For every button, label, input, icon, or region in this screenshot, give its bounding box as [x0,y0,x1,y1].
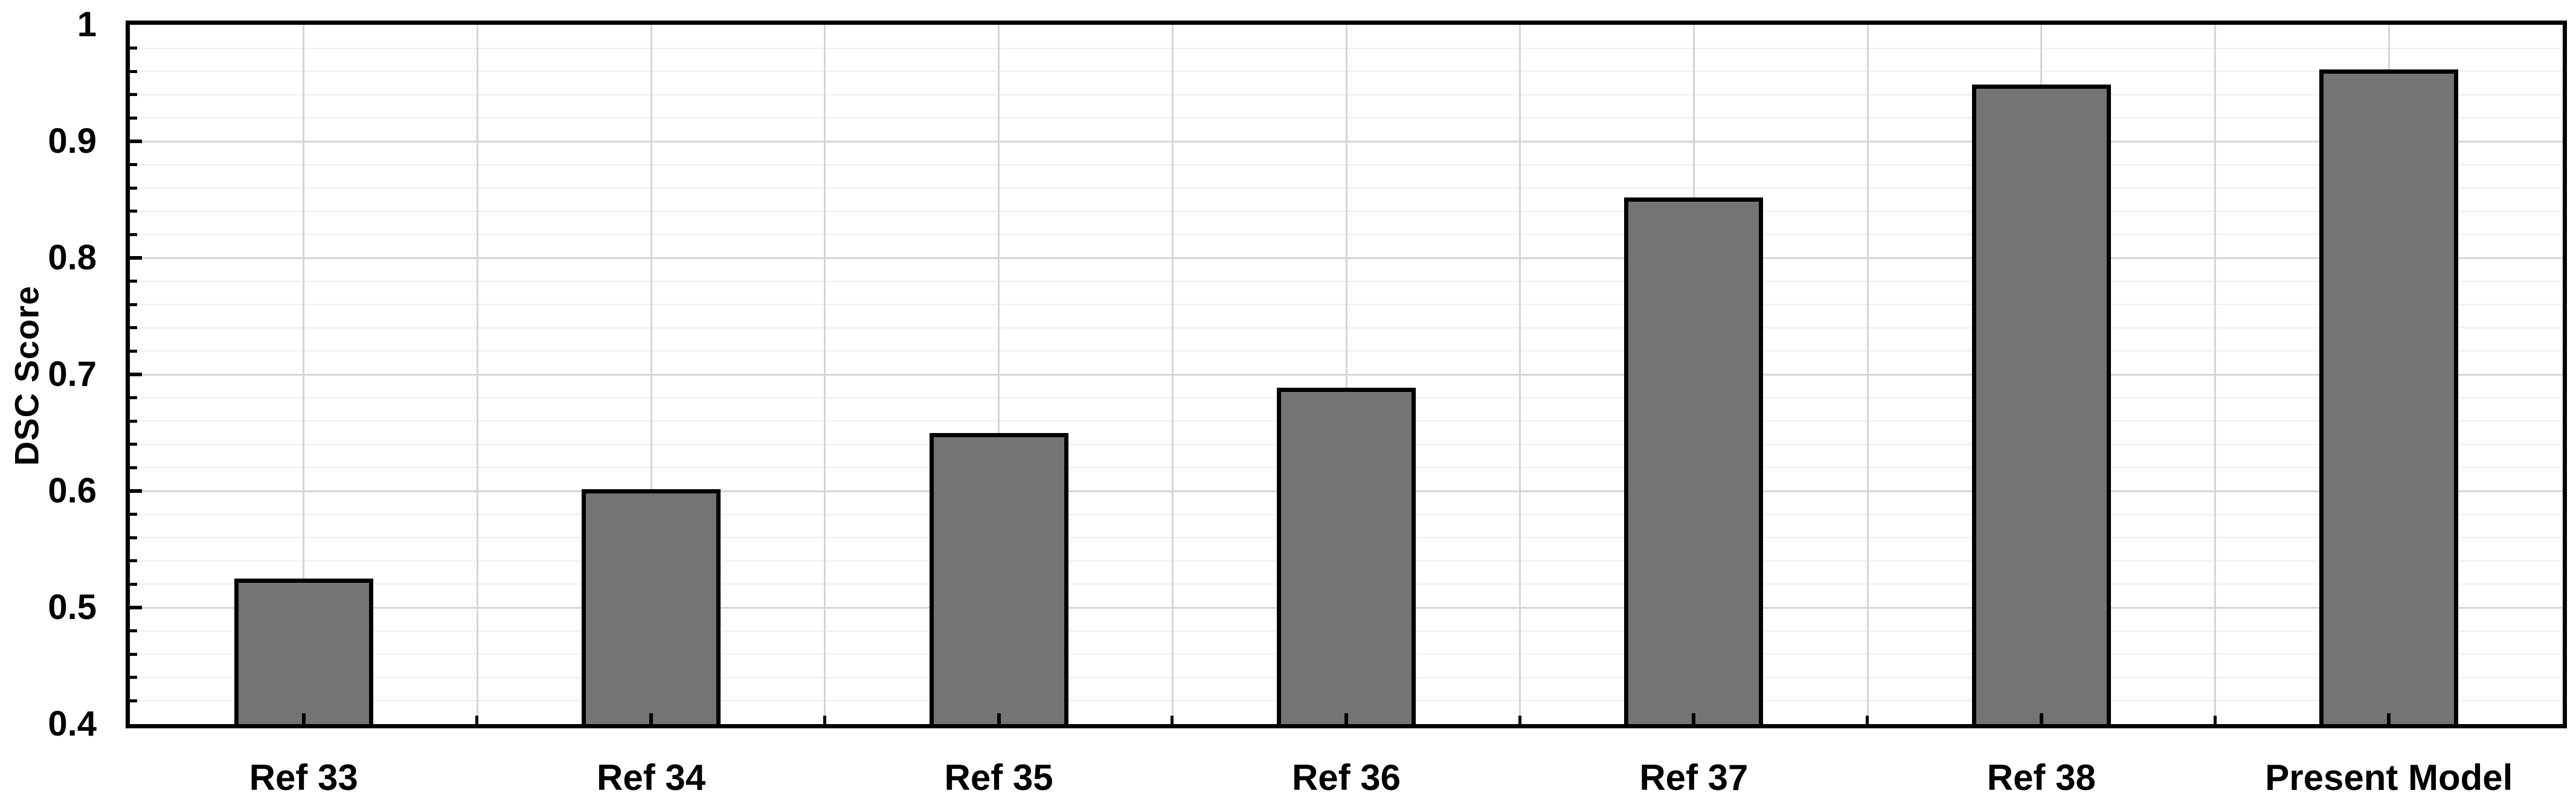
y-tick-label: 1 [77,5,97,44]
y-tick-minor [130,582,137,586]
x-tick-label: Present Model [2265,757,2513,798]
x-tick-minor [1171,716,1174,724]
y-tick-minor [130,676,137,679]
x-tick-major [1344,713,1348,724]
x-tick-major [649,713,654,724]
bar-ref-38 [1971,84,2111,724]
y-tick-minor [130,186,137,190]
y-tick-minor [130,559,137,563]
y-tick-minor [130,93,137,97]
y-tick-minor [130,699,137,702]
y-tick-minor [130,233,137,236]
y-tick-minor [130,419,137,423]
x-tick-label: Ref 34 [597,757,706,798]
x-tick-label: Ref 33 [249,757,358,798]
y-tick-major [130,606,142,609]
y-tick-minor [130,349,137,353]
bar-ref-33 [234,579,373,724]
x-tick-minor [1866,716,1869,724]
x-tick-minor [823,716,826,724]
x-tick-major [2387,713,2391,724]
x-tick-major [1692,713,1696,724]
gridline-v [650,25,652,724]
x-tick-minor [2213,716,2217,724]
y-tick-label: 0.5 [48,588,97,627]
plot-area [126,21,2567,728]
y-tick-major [130,373,142,376]
gridline-v [1519,25,1521,724]
y-tick-minor [130,163,137,167]
y-tick-label: 0.6 [48,471,97,510]
x-tick-label: Ref 35 [944,757,1053,798]
y-tick-label: 0.8 [48,238,97,277]
y-tick-minor [130,443,137,446]
gridline-v [2214,25,2217,724]
gridline-v [1171,25,1174,724]
y-tick-minor [130,466,137,469]
x-tick-major [301,713,306,724]
y-tick-major [130,256,142,260]
gridline-v [1866,25,1869,724]
bar-ref-34 [582,489,721,724]
y-tick-minor [130,47,137,50]
x-tick-minor [475,716,479,724]
y-tick-minor [130,326,137,330]
bar-ref-35 [929,432,1068,724]
x-tick-major [2039,713,2043,724]
y-tick-major [130,489,142,493]
gridline-v [303,25,305,724]
y-tick-minor [130,280,137,283]
y-tick-label: 0.4 [48,704,97,743]
x-tick-label: Ref 37 [1639,757,1749,798]
gridline-v [824,25,826,724]
plot-inner [130,25,2563,724]
y-tick-minor [130,396,137,400]
bar-ref-37 [1624,197,1764,724]
y-tick-minor [130,116,137,120]
gridline-v [1345,25,1347,724]
x-tick-minor [1518,716,1521,724]
y-tick-label: 0.9 [48,121,97,161]
y-tick-minor [130,652,137,656]
x-tick-major [997,713,1001,724]
bar-present-model [2319,69,2459,724]
gridline-v [476,25,478,724]
y-tick-major [130,140,142,143]
y-tick-minor [130,629,137,633]
x-tick-label: Ref 38 [1987,757,2096,798]
y-tick-minor [130,513,137,516]
y-tick-minor [130,536,137,539]
y-tick-minor [130,210,137,213]
x-tick-label: Ref 36 [1291,757,1401,798]
y-tick-minor [130,69,137,73]
y-tick-minor [130,303,137,306]
y-tick-label: 0.7 [48,355,97,394]
gridline-v [998,25,1000,724]
bar-ref-36 [1277,387,1416,724]
